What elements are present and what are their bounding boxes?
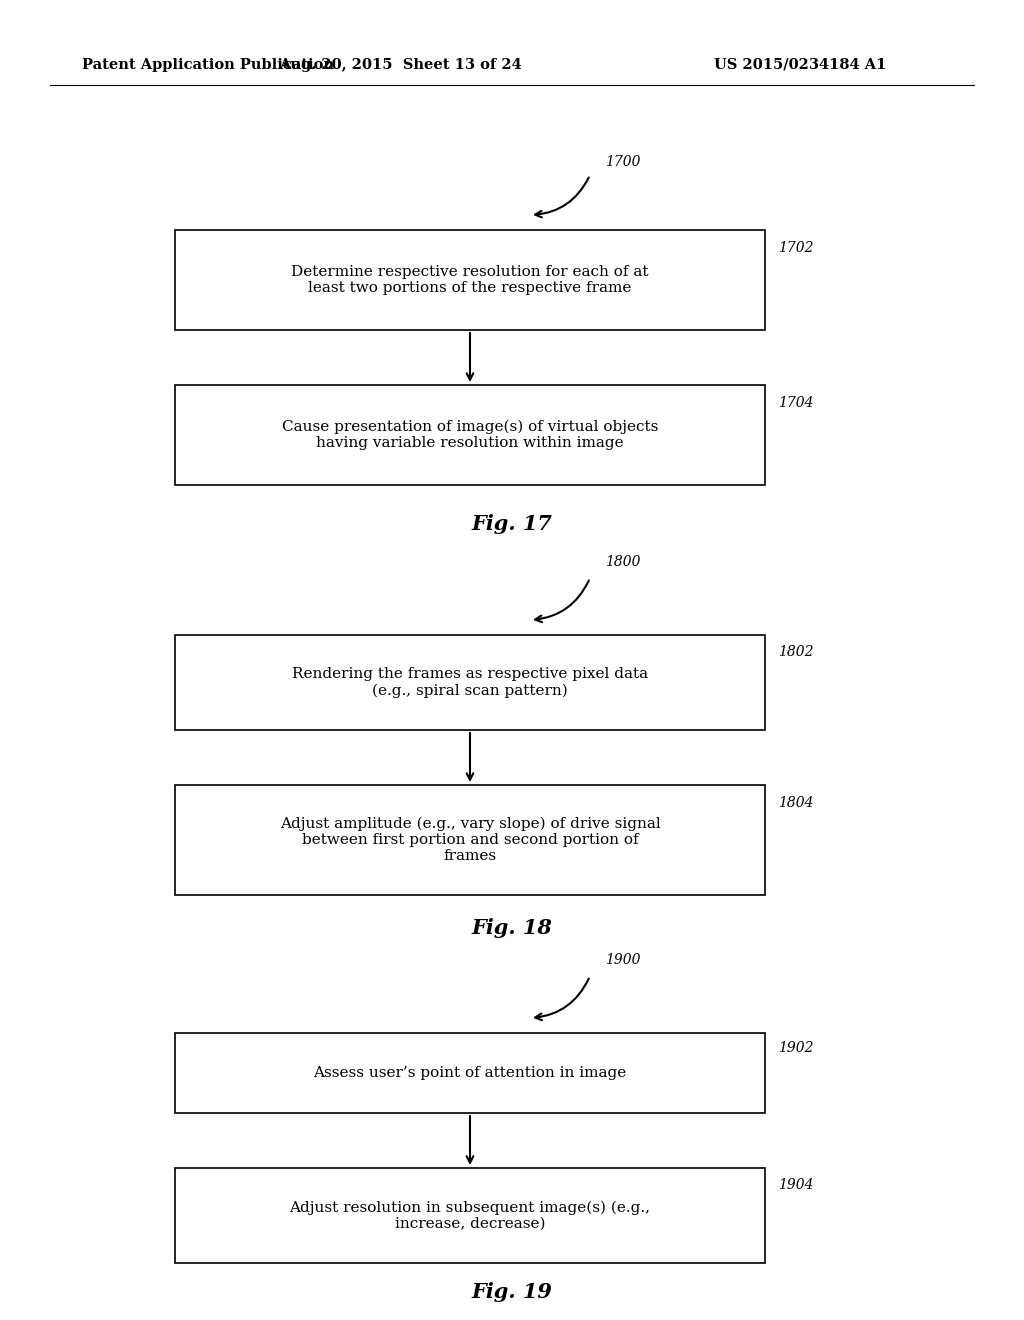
- Text: 1700: 1700: [605, 154, 640, 169]
- Bar: [175, 635, 765, 730]
- Text: 1904: 1904: [778, 1177, 813, 1192]
- Bar: [175, 230, 765, 330]
- Text: 1800: 1800: [605, 554, 640, 569]
- Text: Rendering the frames as respective pixel data
(e.g., spiral scan pattern): Rendering the frames as respective pixel…: [292, 667, 648, 698]
- Text: 1902: 1902: [778, 1041, 813, 1055]
- Text: 1900: 1900: [605, 953, 640, 968]
- Text: Cause presentation of image(s) of virtual objects
having variable resolution wit: Cause presentation of image(s) of virtua…: [282, 420, 658, 450]
- Text: Adjust amplitude (e.g., vary slope) of drive signal
between first portion and se: Adjust amplitude (e.g., vary slope) of d…: [280, 817, 660, 863]
- Text: 1804: 1804: [778, 796, 813, 810]
- Text: 1704: 1704: [778, 396, 813, 411]
- Bar: [175, 1168, 765, 1263]
- Text: Adjust resolution in subsequent image(s) (e.g.,
increase, decrease): Adjust resolution in subsequent image(s)…: [290, 1200, 650, 1230]
- Text: Fig. 19: Fig. 19: [472, 1282, 552, 1302]
- Text: Aug. 20, 2015  Sheet 13 of 24: Aug. 20, 2015 Sheet 13 of 24: [279, 58, 521, 73]
- Text: Assess user’s point of attention in image: Assess user’s point of attention in imag…: [313, 1067, 627, 1080]
- Bar: [175, 785, 765, 895]
- Text: 1802: 1802: [778, 645, 813, 659]
- Text: Fig. 18: Fig. 18: [472, 917, 552, 939]
- Text: Fig. 17: Fig. 17: [472, 513, 552, 535]
- Text: 1702: 1702: [778, 242, 813, 255]
- Text: Determine respective resolution for each of at
least two portions of the respect: Determine respective resolution for each…: [291, 265, 649, 296]
- Text: US 2015/0234184 A1: US 2015/0234184 A1: [714, 58, 886, 73]
- Bar: [175, 385, 765, 484]
- Text: Patent Application Publication: Patent Application Publication: [82, 58, 334, 73]
- Bar: [175, 1034, 765, 1113]
